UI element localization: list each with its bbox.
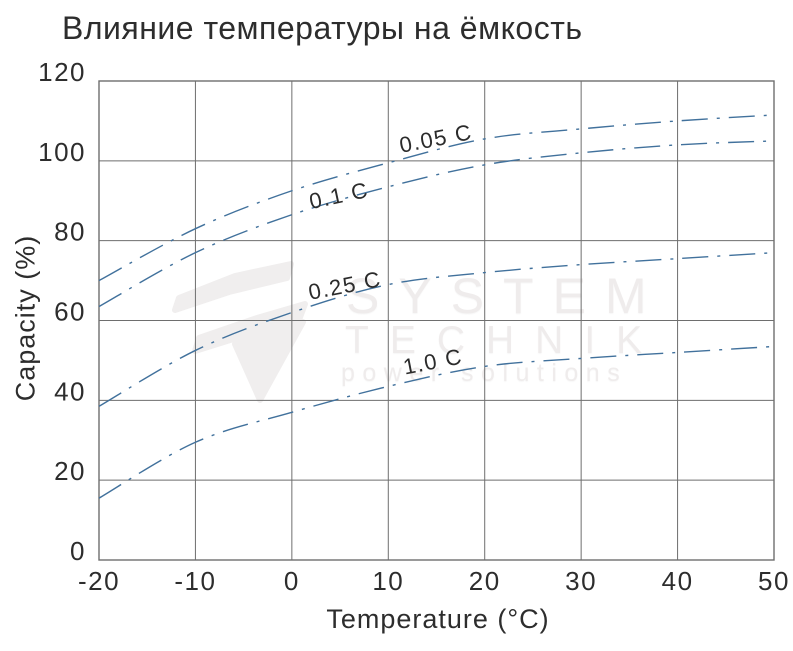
- x-tick-label: 30: [565, 566, 597, 596]
- x-tick-label: 40: [662, 566, 694, 596]
- y-tick-label: 120: [38, 57, 86, 87]
- x-tick-label: -10: [174, 566, 216, 596]
- curve-0.1-c: [98, 140, 775, 308]
- y-tick-label: 40: [54, 376, 86, 406]
- x-tick-label: 0: [284, 566, 300, 596]
- y-tick-label: 100: [38, 137, 86, 167]
- curve-1.0-c: [98, 345, 775, 499]
- y-tick-label: 80: [54, 217, 86, 247]
- x-tick-label: 10: [372, 566, 404, 596]
- y-tick-label: 20: [54, 456, 86, 486]
- x-tick-label: -20: [78, 566, 120, 596]
- chart-title: Влияние температуры на ёмкость: [62, 10, 583, 46]
- curve-0.25-c: [98, 251, 775, 407]
- y-tick-label: 0: [70, 536, 86, 566]
- x-axis-title: Temperature (°C): [326, 604, 550, 634]
- x-tick-label: 50: [758, 566, 790, 596]
- curve-0.05-c: [98, 114, 775, 282]
- plot-frame: [98, 80, 775, 561]
- x-tick-label: 20: [469, 566, 501, 596]
- y-tick-label: 60: [54, 297, 86, 327]
